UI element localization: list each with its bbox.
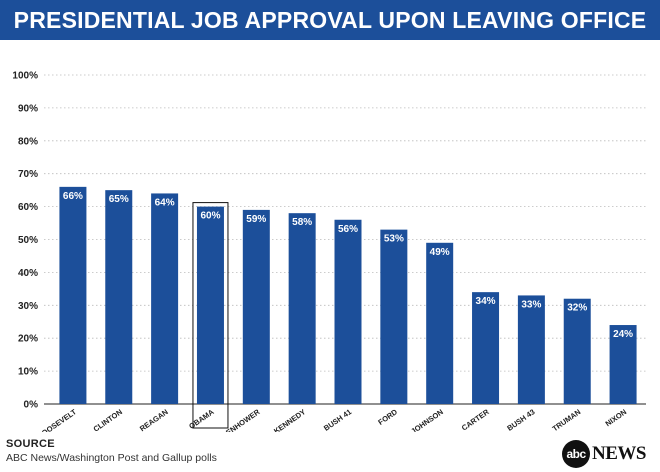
bar-value-label: 56% [338, 224, 358, 235]
y-tick-label: 50% [18, 235, 38, 246]
x-tick-label: NIXON [604, 407, 629, 428]
news-logo-text: NEWS [592, 443, 646, 464]
x-tick-label: REAGAN [138, 407, 170, 432]
bar-value-label: 64% [155, 197, 175, 208]
bar [426, 242, 454, 404]
bar-value-label: 59% [246, 214, 266, 225]
bar-chart: 0% 10% 20% 30% 40% 50% 60% 70% 80% 90% 100% 66% ROOS… [12, 71, 646, 432]
y-tick-label: 30% [18, 301, 38, 312]
y-tick-label: 0% [24, 400, 39, 411]
abc-news-logo: abc NEWS [562, 440, 646, 468]
bar-value-label: 34% [476, 296, 496, 307]
x-tick-label: TRUMAN [551, 407, 583, 432]
abc-logo-icon: abc [562, 440, 591, 468]
y-tick-label: 100% [12, 71, 38, 82]
x-tick-label: BUSH 43 [505, 407, 536, 432]
y-tick-label: 90% [18, 103, 38, 114]
bar-value-label: 65% [109, 194, 129, 205]
title-banner: PRESIDENTIAL JOB APPROVAL UPON LEAVING O… [0, 0, 660, 40]
bar [151, 193, 179, 404]
y-tick-label: 70% [18, 169, 38, 180]
y-tick-label: 60% [18, 202, 38, 213]
source-block: SOURCE ABC News/Washington Post and Gall… [6, 438, 217, 464]
y-tick-label: 20% [18, 334, 38, 345]
bar [59, 186, 87, 404]
chart-title: PRESIDENTIAL JOB APPROVAL UPON LEAVING O… [13, 6, 647, 33]
y-tick-label: 10% [18, 367, 38, 378]
x-tick-label: JOHNSON [409, 407, 445, 432]
bar-value-label: 33% [521, 299, 541, 310]
bar-value-label: 24% [613, 329, 633, 340]
x-tick-label: CLINTON [92, 407, 124, 432]
y-tick-label: 40% [18, 268, 38, 279]
bar-value-label: 66% [63, 191, 83, 202]
bar [196, 206, 224, 404]
x-tick-label: KENNEDY [272, 407, 307, 432]
bar [105, 190, 133, 404]
bar [334, 219, 362, 404]
bar-value-label: 60% [200, 211, 220, 222]
bar [563, 298, 591, 404]
x-tick-label: FORD [376, 407, 399, 427]
bar [242, 209, 270, 404]
x-tick-label: CARTER [460, 407, 491, 432]
bar-value-label: 32% [567, 303, 587, 314]
bar-value-label: 53% [384, 234, 404, 245]
x-tick-label: BUSH 41 [322, 407, 353, 432]
highlight-box [192, 202, 229, 429]
bar [609, 325, 637, 404]
bar [472, 292, 500, 404]
bar [517, 295, 545, 404]
source-title: SOURCE [6, 438, 55, 450]
bar [380, 229, 408, 404]
y-tick-label: 80% [18, 136, 38, 147]
bar [288, 213, 316, 404]
x-tick-label: ROOSEVELT [35, 407, 78, 432]
bar-value-label: 58% [292, 217, 312, 228]
bar-value-label: 49% [430, 247, 450, 258]
x-tick-label: OBAMA [187, 407, 216, 431]
source-text: ABC News/Washington Post and Gallup poll… [6, 452, 217, 464]
